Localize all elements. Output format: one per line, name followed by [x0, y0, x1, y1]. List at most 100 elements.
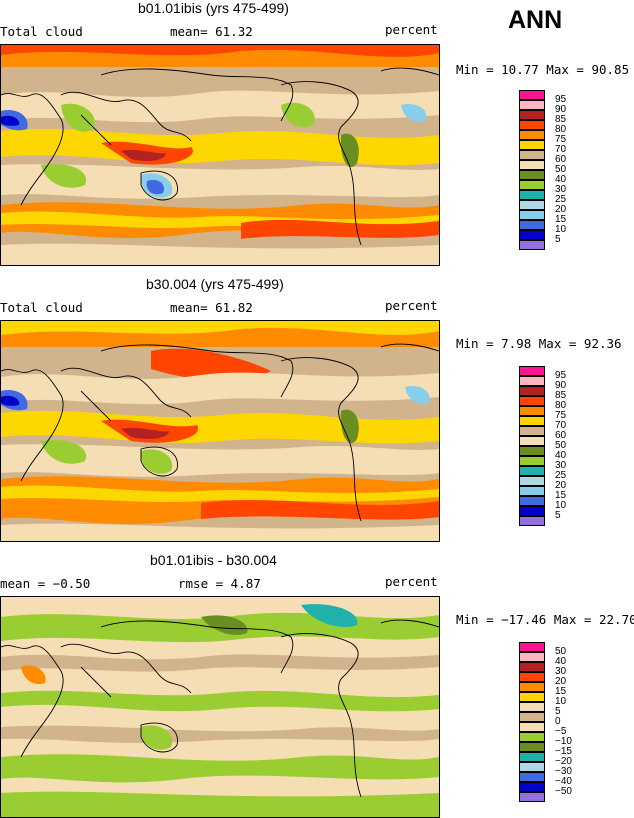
- panel-2-colorbar-swatch-0: [519, 366, 545, 376]
- panel-3-colorbar-swatch-4: [519, 682, 545, 692]
- panel-1-colorbar-label: 5: [555, 234, 561, 245]
- panel-3-colorbar-swatch-15: [519, 792, 545, 802]
- panel-3-colorbar-swatch-0: [519, 642, 545, 652]
- panel-2-colorbar-label: 70: [555, 420, 567, 431]
- panel-3-minmax: Min = −17.46 Max = 22.70: [456, 612, 634, 627]
- panel-3-rmse-label: rmse = 4.87: [178, 576, 261, 591]
- panel-1-map: [0, 44, 440, 266]
- panel-2-colorbar-label: 90: [555, 380, 567, 391]
- panel-2-colorbar-swatch-13: [519, 496, 545, 506]
- season-label: ANN: [508, 6, 563, 34]
- panel-3-colorbar-label: 40: [555, 656, 567, 667]
- panel-1-colorbar-swatch-0: [519, 90, 545, 100]
- panel-2-colorbar-swatch-3: [519, 396, 545, 406]
- panel-1-colorbar-swatch-4: [519, 130, 545, 140]
- panel-1-colorbar-swatch-13: [519, 220, 545, 230]
- panel-1-colorbar-label: 80: [555, 124, 567, 135]
- panel-2-colorbar-swatch-2: [519, 386, 545, 396]
- panel-1-colorbar-label: 85: [555, 114, 567, 125]
- panel-1-colorbar-swatch-15: [519, 240, 545, 250]
- panel-3-mean-label: mean = −0.50: [0, 576, 91, 591]
- panel-3-map: [0, 596, 440, 818]
- panel-2-colorbar-swatch-14: [519, 506, 545, 516]
- panel-1-colorbar-label: 90: [555, 104, 567, 115]
- panel-2-colorbar-label: 30: [555, 460, 567, 471]
- panel-2-colorbar: 95 90 85 80 75 70 60 50 40 30 25 20 15 1…: [519, 366, 629, 542]
- panel-2-colorbar-label: 20: [555, 480, 567, 491]
- panel-1-units-label: percent: [385, 22, 438, 37]
- panel-3-colorbar-label: 15: [555, 686, 567, 697]
- panel-1-colorbar-label: 95: [555, 94, 567, 105]
- panel-2-minmax: Min = 7.98 Max = 92.36: [456, 336, 622, 351]
- panel-3-colorbar-label: 5: [555, 706, 561, 717]
- panel-3-colorbar-swatch-13: [519, 772, 545, 782]
- panel-1-colorbar-swatch-1: [519, 100, 545, 110]
- panel-3-colorbar-swatch-10: [519, 742, 545, 752]
- panel-1-colorbar-swatch-11: [519, 200, 545, 210]
- panel-2-map: [0, 320, 440, 542]
- panel-2-colorbar-swatch-10: [519, 466, 545, 476]
- panel-3-colorbar-label: −20: [555, 756, 572, 767]
- panel-1-colorbar-label: 30: [555, 184, 567, 195]
- panel-1-colorbar-label: 50: [555, 164, 567, 175]
- panel-1-colorbar-swatch-9: [519, 180, 545, 190]
- panel-3-title: b01.01ibis - b30.004: [150, 552, 277, 568]
- panel-3-colorbar-label: −30: [555, 766, 572, 777]
- panel-1-colorbar-label: 40: [555, 174, 567, 185]
- panel-2-colorbar-swatch-1: [519, 376, 545, 386]
- panel-2-colorbar-label: 10: [555, 500, 567, 511]
- panel-3-colorbar-swatch-11: [519, 752, 545, 762]
- panel-2-colorbar-swatch-9: [519, 456, 545, 466]
- panel-3-colorbar-label: −5: [555, 726, 567, 737]
- panel-2-colorbar-swatch-8: [519, 446, 545, 456]
- panel-3-colorbar-label: 0: [555, 716, 561, 727]
- panel-2-mean-label: mean= 61.82: [170, 300, 253, 315]
- panel-3-colorbar-swatch-6: [519, 702, 545, 712]
- panel-2-title: b30.004 (yrs 475-499): [146, 276, 284, 292]
- panel-2-colorbar-swatch-5: [519, 416, 545, 426]
- panel-1-colorbar-swatch-3: [519, 120, 545, 130]
- panel-3-colorbar-swatch-5: [519, 692, 545, 702]
- panel-2-colorbar-label: 40: [555, 450, 567, 461]
- panel-3-colorbar-swatch-3: [519, 672, 545, 682]
- panel-2-colorbar-swatch-4: [519, 406, 545, 416]
- panel-2-colorbar-swatch-11: [519, 476, 545, 486]
- panel-2-colorbar-swatch-6: [519, 426, 545, 436]
- panel-3-colorbar-swatch-1: [519, 652, 545, 662]
- panel-2-colorbar-swatch-7: [519, 436, 545, 446]
- panel-1-minmax: Min = 10.77 Max = 90.85: [456, 62, 630, 77]
- panel-1-colorbar-swatch-12: [519, 210, 545, 220]
- panel-1-colorbar-swatch-2: [519, 110, 545, 120]
- panel-3-colorbar-label: 20: [555, 676, 567, 687]
- panel-1-colorbar-swatch-6: [519, 150, 545, 160]
- panel-1-colorbar-swatch-10: [519, 190, 545, 200]
- panel-1-variable-label: Total cloud: [0, 24, 83, 39]
- panel-2-colorbar-label: 85: [555, 390, 567, 401]
- panel-3-colorbar-label: −15: [555, 746, 572, 757]
- panel-2-colorbar-label: 60: [555, 430, 567, 441]
- panel-2-colorbar-label: 5: [555, 510, 561, 521]
- panel-1-colorbar-label: 15: [555, 214, 567, 225]
- panel-1-colorbar-swatch-5: [519, 140, 545, 150]
- panel-3-colorbar-label: 50: [555, 646, 567, 657]
- panel-2-colorbar-label: 25: [555, 470, 567, 481]
- panel-2-colorbar-swatch-12: [519, 486, 545, 496]
- panel-3-colorbar-swatch-9: [519, 732, 545, 742]
- panel-3-colorbar-label: −50: [555, 786, 572, 797]
- panel-1-colorbar-label: 70: [555, 144, 567, 155]
- panel-1-colorbar-label: 25: [555, 194, 567, 205]
- panel-3-colorbar-swatch-12: [519, 762, 545, 772]
- panel-1-colorbar-label: 75: [555, 134, 567, 145]
- panel-3-colorbar: 50 40 30 20 15 10 5 0 −5 −10 −15 −20 −30…: [519, 642, 629, 818]
- panel-1-mean-label: mean= 61.32: [170, 24, 253, 39]
- panel-3-colorbar-label: −40: [555, 776, 572, 787]
- panel-3-colorbar-swatch-14: [519, 782, 545, 792]
- panel-2-colorbar-label: 80: [555, 400, 567, 411]
- panel-2-colorbar-swatch-15: [519, 516, 545, 526]
- panel-3-colorbar-swatch-7: [519, 712, 545, 722]
- panel-1-colorbar-label: 60: [555, 154, 567, 165]
- panel-2-colorbar-label: 95: [555, 370, 567, 381]
- panel-1-title: b01.01ibis (yrs 475-499): [138, 0, 289, 16]
- panel-1-colorbar-swatch-14: [519, 230, 545, 240]
- panel-2-colorbar-label: 50: [555, 440, 567, 451]
